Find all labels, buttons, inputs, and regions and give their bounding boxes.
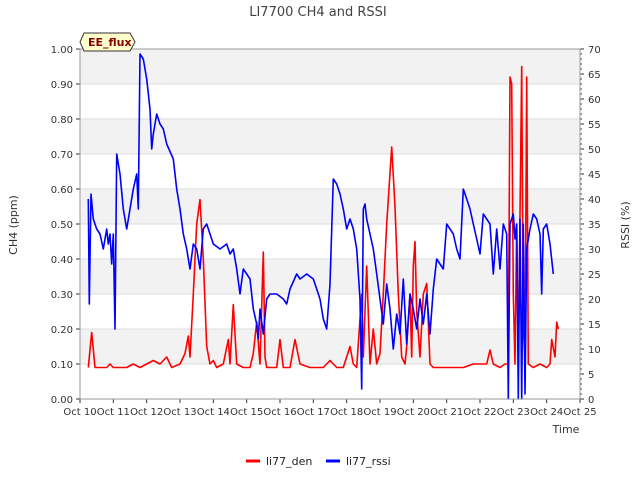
y-right-tick-label: 5 — [588, 370, 594, 381]
x-tick-label: Oct 25 — [563, 407, 596, 418]
y-right-tick-label: 0 — [588, 395, 594, 406]
x-tick-label: Oct 12 — [130, 407, 163, 418]
y-left-tick-label: 0.80 — [51, 115, 73, 126]
y-right-tick-label: 15 — [588, 320, 601, 331]
y-right-tick-label: 55 — [588, 120, 601, 131]
chart-title: LI7700 CH4 and RSSI — [249, 5, 387, 20]
x-tick-label: Oct 15 — [230, 407, 263, 418]
y-left-tick-label: 0.50 — [51, 220, 73, 231]
x-tick-label: Oct 24 — [530, 407, 563, 418]
x-tick-label: Oct 17 — [297, 407, 330, 418]
y-right-tick-label: 50 — [588, 145, 601, 156]
legend: li77_den li77_rssi — [246, 455, 391, 468]
y-left-tick-label: 0.00 — [51, 395, 73, 406]
plot-frame — [79, 48, 581, 400]
y-right-tick-label: 10 — [588, 345, 601, 356]
series-layer — [87, 53, 560, 400]
x-tick-label: Oct 20 — [397, 407, 430, 418]
y-right-tick-label: 35 — [588, 220, 601, 231]
x-tick-label: Oct 21 — [430, 407, 463, 418]
plot-band — [80, 329, 580, 364]
y-right-tick-label: 40 — [588, 195, 601, 206]
legend-label-den[interactable]: li77_den — [266, 455, 312, 468]
y-axis-left-label: CH4 (ppm) — [7, 195, 20, 255]
y-axis-right-label: RSSI (%) — [619, 201, 632, 248]
y-right-tick-label: 25 — [588, 270, 601, 281]
y-left-tick-label: 0.70 — [51, 150, 73, 161]
axes: 0.00 0.10 0.20 0.30 0.40 0.50 0.60 0.70 0.80 0.90… — [51, 45, 601, 418]
x-tick-label: Oct 13 — [163, 407, 196, 418]
y-left-tick-label: 0.60 — [51, 185, 73, 196]
x-tick-label: Oct 10 — [63, 407, 96, 418]
y-left-tick-label: 0.90 — [51, 80, 73, 91]
x-tick-label: Oct 11 — [97, 407, 130, 418]
y-right-tick-label: 60 — [588, 95, 601, 106]
plot-band — [80, 49, 580, 84]
plot-bands — [80, 49, 580, 364]
badge-label: EE_flux — [88, 36, 132, 49]
x-tick-label: Oct 16 — [263, 407, 296, 418]
y-left-tick-label: 0.20 — [51, 325, 73, 336]
y-right-tick-label: 20 — [588, 295, 601, 306]
y-right-tick-label: 45 — [588, 170, 601, 181]
plot-band — [80, 189, 580, 224]
x-tick-label: Oct 14 — [197, 407, 230, 418]
plot-band — [80, 119, 580, 154]
badge-shape — [79, 32, 136, 52]
y-left-tick-label: 0.40 — [51, 255, 73, 266]
x-tick-label: Oct 19 — [363, 407, 396, 418]
x-tick-label: Oct 18 — [330, 407, 363, 418]
x-tick-label: Oct 22 — [463, 407, 496, 418]
x-tick-label: Oct 23 — [497, 407, 530, 418]
ee-flux-badge: EE_flux — [79, 32, 136, 52]
y-left-tick-label: 1.00 — [51, 45, 73, 56]
y-right-tick-label: 65 — [588, 70, 601, 81]
legend-label-rssi[interactable]: li77_rssi — [346, 455, 391, 468]
y-right-tick-label: 30 — [588, 245, 601, 256]
y-left-tick-label: 0.10 — [51, 360, 73, 371]
y-left-tick-label: 0.30 — [51, 290, 73, 301]
series-line-li77_rssi — [87, 53, 555, 400]
y-right-tick-label: 70 — [588, 45, 601, 56]
x-axis-label: Time — [552, 423, 580, 436]
